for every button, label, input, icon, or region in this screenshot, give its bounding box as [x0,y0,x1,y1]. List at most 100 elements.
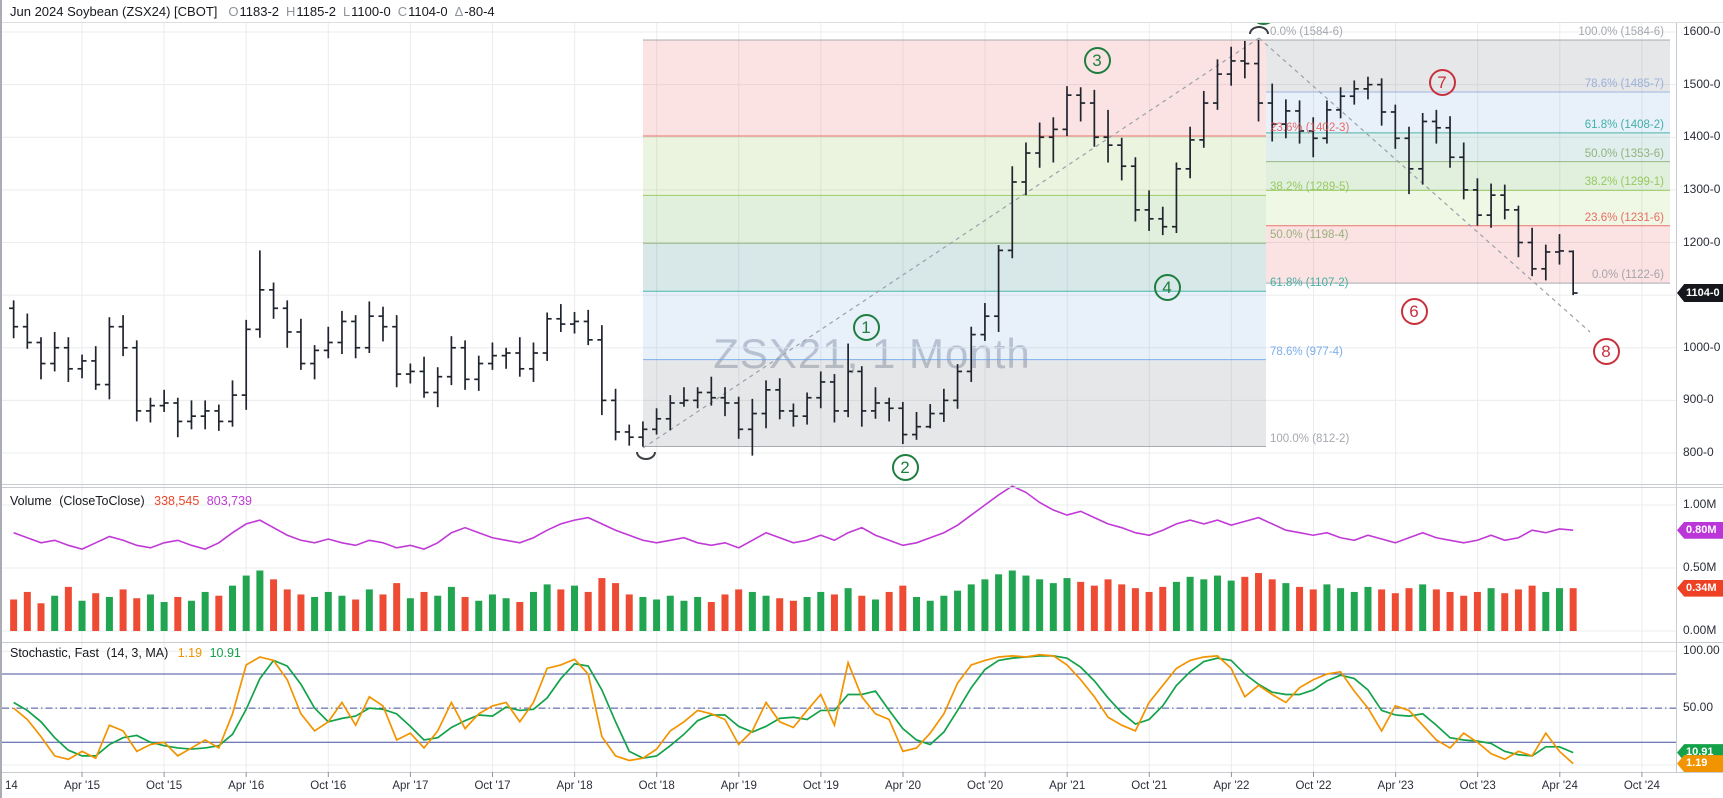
time-axis-label[interactable]: Oct '19 [802,780,839,792]
volume-bar [461,596,469,631]
ohlc-bar [693,387,703,409]
price-axis-label[interactable]: 1500-0 [1683,76,1721,91]
change-label: Δ [454,3,464,19]
stochastic-axis-label[interactable]: 50.00 [1683,700,1714,715]
volume-badge: 0.34M [1677,579,1723,597]
close-to-close-line [13,485,1574,550]
volume-axis-label[interactable]: 0.00M [1683,623,1717,637]
close-to-close-current-value: 803,739 [206,494,252,508]
volume-bar [1172,581,1180,631]
volume-bar [871,599,879,631]
ohlc-bar [501,347,511,369]
time-axis-label[interactable]: Oct '24 [1623,780,1660,792]
volume-bar [612,583,620,631]
volume-axis-label[interactable]: 0.50M [1683,560,1717,574]
ohlc-bar [761,380,771,429]
ohlc-bar [843,343,853,418]
price-axis-label[interactable]: 1600-0 [1683,24,1721,38]
ohlc-bar [652,408,662,435]
uptrend-fib-band[interactable] [643,135,1266,196]
time-axis-label[interactable]: Oct '15 [146,780,183,792]
time-axis-label[interactable]: Apr '20 [884,780,922,792]
downtrend-fib-band[interactable] [1266,92,1670,133]
volume-bar [365,589,373,631]
time-axis-label[interactable]: Apr '15 [63,780,101,792]
time-axis-label[interactable]: Oct '20 [967,780,1004,792]
volume-bar [967,584,975,631]
time-axis-label[interactable]: Apr '17 [392,780,429,792]
downtrend-fib-band[interactable] [1266,225,1670,284]
time-axis-label[interactable]: Apr '22 [1213,780,1250,792]
price-axis-label[interactable]: 1200-0 [1683,234,1721,249]
chart-header: Jun 2024 Soybean (ZSX24) [CBOT] O1183-2 … [2,0,1723,23]
elliott-wave-7-marker[interactable]: 7 [1428,68,1456,96]
stochastic-axis-label[interactable]: 100.00 [1683,643,1720,658]
dashed-trendline[interactable] [642,37,1260,449]
ohlc-bar [1404,126,1414,195]
stochastic-indicator-label[interactable]: Stochastic, Fast (14, 3, MA) 1.19 10.91 [10,646,241,660]
time-axis-label[interactable]: 14 [5,780,18,792]
price-axis-label[interactable]: 1300-0 [1683,181,1721,196]
volume-bar [598,578,606,631]
time-axis-label[interactable]: Apr '16 [228,780,265,792]
downtrend-fib-band[interactable] [1266,190,1670,226]
elliott-wave-1-marker[interactable]: 1 [852,313,880,341]
time-axis-label[interactable]: Oct '21 [1131,780,1168,792]
downtrend-fib-band[interactable] [1266,161,1670,191]
ohlc-bar [378,306,388,342]
downtrend-fib-label: 23.6% (1231-6) [1584,211,1664,224]
time-axis-label[interactable]: Apr '18 [556,780,593,792]
time-axis-label[interactable]: Oct '16 [310,780,347,792]
price-axis-label[interactable]: 900-0 [1683,392,1714,407]
elliott-wave-2-marker[interactable]: 2 [891,453,919,481]
ohlc-bar [1513,205,1523,258]
volume-bar [64,586,72,631]
ohlc-bar [392,315,402,388]
ohlc-bar [898,401,908,445]
price-axis-label[interactable]: 800-0 [1683,445,1714,459]
price-axis-label[interactable]: 1000-0 [1683,339,1721,354]
time-axis-label[interactable]: Oct '18 [638,780,675,792]
uptrend-fib-band[interactable] [643,291,1266,360]
time-axis-label[interactable]: Apr '21 [1049,780,1086,792]
volume-indicator-label[interactable]: Volume (CloseToClose) 338,545 803,739 [10,494,252,508]
ohlc-bar [542,312,552,361]
time-axis-label[interactable]: Apr '19 [720,780,757,792]
price-axis-label[interactable]: 1400-0 [1683,129,1721,144]
ohlc-bar [419,356,429,398]
volume-bar [653,599,661,631]
time-axis-label[interactable]: Apr '23 [1377,780,1414,792]
elliott-wave-8-marker[interactable]: 8 [1592,337,1620,365]
ohlc-bar [980,303,990,341]
downtrend-fib-band[interactable] [1266,132,1670,162]
time-axis-label[interactable]: Apr '24 [1541,780,1578,792]
uptrend-fib-band[interactable] [643,40,1266,136]
wave-origin-arc-marker [636,451,656,460]
time-axis-label[interactable]: Oct '17 [474,780,511,792]
ohlc-bar [63,337,73,382]
high-value: 1185-2 [296,3,336,19]
volume-bar [447,586,455,631]
ohlc-bar [1226,46,1236,86]
time-axis-label[interactable]: Oct '22 [1295,780,1332,792]
open-value: 1183-2 [239,3,280,19]
volume-bar [954,590,962,631]
downtrend-fib-band[interactable] [1266,40,1670,93]
uptrend-fib-band[interactable] [643,359,1266,447]
ohlc-bar [1240,40,1250,79]
volume-bar [543,584,551,631]
dashed-trendline[interactable] [1258,37,1591,333]
ohlc-bar [912,411,922,440]
ohlc-bar [433,367,443,408]
ohlc-bar [460,340,470,390]
volume-axis-label[interactable]: 1.00M [1683,497,1717,511]
time-axis-label[interactable]: Oct '23 [1459,780,1496,792]
volume-bar [516,602,524,631]
volume-bar [1296,586,1304,631]
ohlc-bar [1500,184,1510,220]
elliott-wave-3-marker[interactable]: 3 [1083,46,1111,74]
volume-bar [379,594,387,631]
elliott-wave-4-marker[interactable]: 4 [1153,273,1181,301]
elliott-wave-6-marker[interactable]: 6 [1400,297,1428,325]
